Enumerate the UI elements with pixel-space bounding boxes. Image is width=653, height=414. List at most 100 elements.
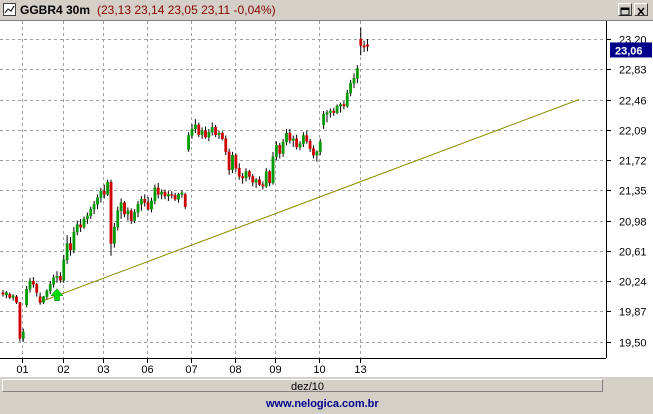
candle-body xyxy=(119,202,123,211)
candle-body xyxy=(55,276,59,279)
candle-body xyxy=(362,45,366,48)
candle-body xyxy=(305,135,309,142)
candle-body xyxy=(339,104,342,107)
candle-body xyxy=(220,132,224,139)
candle-body xyxy=(328,110,332,113)
candle-body xyxy=(106,181,110,195)
candle-body xyxy=(359,38,363,46)
candle-body xyxy=(38,296,42,303)
candle-body xyxy=(11,295,15,298)
candle-body xyxy=(45,290,49,297)
candle-body xyxy=(254,179,258,183)
candle-body xyxy=(139,199,143,205)
candle-body xyxy=(1,292,5,295)
period-label: dez/10 xyxy=(291,381,325,393)
candle-body xyxy=(79,224,83,228)
candle-body xyxy=(298,143,302,148)
candle-body xyxy=(15,296,18,303)
candle-body xyxy=(295,138,299,148)
candle-body xyxy=(274,145,278,157)
y-tick-label: 21,35 xyxy=(619,186,647,198)
ticker-title: GGBR4 30m xyxy=(20,3,91,17)
close-button[interactable] xyxy=(634,3,648,16)
y-tick-label: 19,50 xyxy=(619,338,647,350)
y-tick-label: 20,98 xyxy=(619,217,647,229)
candle-body xyxy=(166,194,170,197)
candle-body xyxy=(193,124,197,130)
candle-body xyxy=(325,112,329,115)
candle-body xyxy=(143,199,147,203)
candle-body xyxy=(177,194,180,200)
candle-body xyxy=(288,132,292,141)
candle-body xyxy=(18,302,22,339)
x-tick-label: 09 xyxy=(269,364,281,376)
candle-body xyxy=(35,284,39,293)
candle-body xyxy=(99,190,103,198)
price-axis[interactable]: 23,20 22,83 22,46 22,09 21,72 21,35 20,98 20,61… xyxy=(606,21,653,358)
candle-body xyxy=(116,210,120,228)
x-tick-label: 13 xyxy=(354,364,366,376)
candle-body xyxy=(291,138,295,141)
time-axis-labels: 01 02 03 06 07 08 09 10 13 xyxy=(16,359,367,376)
candle-body xyxy=(163,191,167,197)
candle-body xyxy=(335,105,339,113)
candle-body xyxy=(355,68,359,79)
x-tick-label: 10 xyxy=(313,364,325,376)
candle-body xyxy=(133,212,137,221)
candle-body xyxy=(264,171,268,187)
candle-body xyxy=(89,208,93,216)
candle-body xyxy=(268,171,272,184)
chart-scrollbar[interactable] xyxy=(0,377,606,395)
trend-line xyxy=(38,99,580,303)
candlestick-chart[interactable] xyxy=(0,21,606,358)
candle-body xyxy=(42,296,45,303)
candle-body xyxy=(366,44,369,47)
x-tick-label: 01 xyxy=(16,364,28,376)
scrollbar-thumb[interactable] xyxy=(2,379,603,392)
x-tick-label: 08 xyxy=(229,364,241,376)
candle-body xyxy=(332,110,336,113)
candle-body xyxy=(251,176,255,183)
candle-body xyxy=(345,92,349,107)
axis-corner xyxy=(606,358,653,377)
candle-body xyxy=(123,202,126,215)
last-price-label: 23,06 xyxy=(615,45,643,57)
candle-body xyxy=(190,128,194,136)
candle-body xyxy=(197,124,201,135)
candle-body xyxy=(237,168,241,177)
y-tick-label: 19,87 xyxy=(619,307,647,319)
restore-icon xyxy=(620,7,630,16)
candle-body xyxy=(200,130,204,135)
y-tick-label: 22,09 xyxy=(619,126,647,138)
chart-plot-area[interactable] xyxy=(0,21,606,358)
candle-body xyxy=(82,218,86,228)
candle-body xyxy=(126,210,130,215)
candle-body xyxy=(62,259,66,281)
restore-button[interactable] xyxy=(618,3,632,16)
y-tick-label: 20,24 xyxy=(619,277,647,289)
candle-body xyxy=(234,154,238,169)
y-tick-label: 22,46 xyxy=(619,96,647,108)
candle-body xyxy=(301,135,305,144)
candle-body xyxy=(150,200,153,210)
candle-body xyxy=(322,114,326,126)
buy-signal-arrow-icon xyxy=(50,288,64,301)
candle-body xyxy=(231,154,234,171)
time-axis[interactable]: 01 02 03 06 07 08 09 10 13 xyxy=(0,358,606,377)
candle-body xyxy=(214,127,218,135)
candle-body xyxy=(109,181,113,244)
chart-app-icon[interactable] xyxy=(3,3,16,16)
website-link[interactable]: www.nelogica.com.br xyxy=(266,398,379,410)
x-tick-label: 06 xyxy=(141,364,153,376)
candle-body xyxy=(25,289,29,306)
candle-body xyxy=(69,243,72,251)
candle-body xyxy=(315,151,319,156)
close-icon xyxy=(637,7,645,16)
candle-body xyxy=(72,231,76,251)
candle-body xyxy=(112,226,116,244)
candle-body xyxy=(96,197,99,205)
candle-body xyxy=(4,292,8,296)
candle-body xyxy=(224,138,228,153)
candle-body xyxy=(278,145,282,154)
candle-body xyxy=(75,224,79,233)
